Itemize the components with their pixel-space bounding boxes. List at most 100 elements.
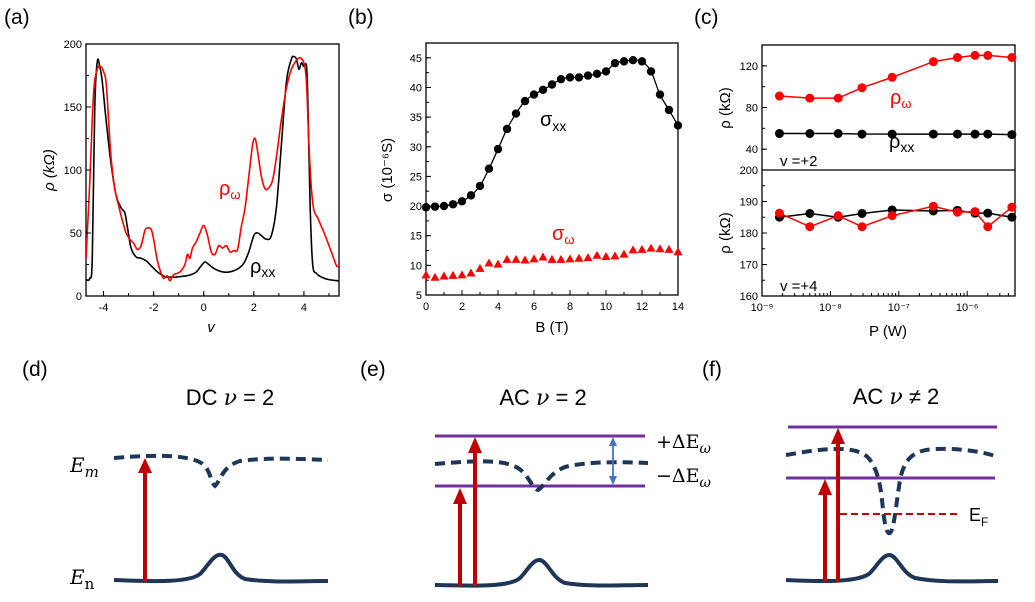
data-point-c-top-rho-xx	[833, 129, 843, 139]
data-point-sigma-xx	[484, 164, 494, 173]
chart-b: 0 2 4 6 8 10 12 14 5 10 15 20 25 30 35 40 45 B (T) σ (10…	[379, 42, 684, 336]
data-point-c-top-rho-omega	[928, 57, 938, 67]
chart-c-x-tick-label: 10⁻⁹	[751, 302, 774, 314]
label-minus-delta-E: −ΔEω	[656, 465, 712, 491]
chart-b-x-tick-label: 10	[600, 301, 612, 313]
annotation-c-rho-omega-sub: ω	[901, 96, 911, 111]
panel-label-b: (b)	[348, 6, 374, 29]
band-upper-dashed-f	[785, 446, 999, 536]
data-point-c-top-rho-xx	[887, 129, 897, 139]
diagram-e-title-prefix: AC	[499, 385, 536, 410]
data-point-sigma-omega	[565, 254, 575, 263]
chart-c-top-y-tick-label: 40	[746, 144, 758, 156]
data-point-c-bottom-rho-omega	[774, 208, 784, 218]
data-point-c-top-rho-omega	[1007, 53, 1017, 62]
data-point-c-top-rho-omega	[983, 50, 993, 60]
data-point-sigma-xx	[601, 67, 611, 76]
data-point-sigma-omega	[538, 252, 548, 261]
annotation-c-rho-xx-main: ρ	[889, 131, 900, 153]
data-point-sigma-xx	[439, 201, 449, 211]
y-axis-label-a: ρ (kΩ)	[41, 149, 58, 192]
double-arrow-down-head	[609, 476, 617, 485]
excitation-arrow-head	[138, 458, 152, 473]
series-line-c-top-rho-xx	[779, 132, 1012, 136]
chart-b-y-tick-label: 30	[410, 142, 422, 154]
chart-c-bottom-y-tick-label: 190	[740, 197, 758, 209]
data-point-c-bottom-rho-xx	[805, 208, 815, 218]
diagram-f-title-var: ν	[889, 385, 902, 410]
data-point-sigma-omega	[421, 270, 431, 279]
annotation-rho-xx-sub: xx	[261, 264, 275, 280]
chart-b-x-tick-label: 12	[636, 301, 648, 313]
data-point-sigma-xx	[466, 191, 476, 200]
excitation-arrow-long-head	[468, 437, 482, 453]
label-E-m-main: E	[69, 453, 85, 477]
data-point-sigma-omega	[529, 254, 539, 263]
annotation-rho-omega-main: ρ	[219, 178, 230, 200]
chart-c-bottom-y-tick-label: 170	[740, 260, 758, 272]
data-point-sigma-omega	[439, 271, 449, 280]
diagram-d-title-suffix: = 2	[237, 385, 274, 410]
chart-a-y-tick-label: 0	[76, 291, 82, 303]
panel-label-d: (d)	[22, 358, 48, 381]
label-fermi-main: E	[969, 505, 981, 525]
chart-b-y-tick-label: 20	[410, 201, 422, 213]
data-point-c-bottom-rho-xx	[857, 208, 867, 218]
data-point-c-top-rho-xx	[983, 129, 993, 139]
diagram-e-title-var: ν	[536, 386, 549, 411]
chart-a-x-tick-label: 0	[201, 302, 207, 314]
chart-a-x-tick-label: 4	[301, 302, 307, 314]
data-point-sigma-xx	[475, 181, 485, 191]
x-axis-label-a: v	[207, 319, 216, 336]
data-point-sigma-omega	[628, 245, 638, 254]
data-point-sigma-omega	[556, 254, 566, 263]
chart-b-x-tick-label: 8	[567, 301, 573, 313]
data-point-c-top-rho-omega	[774, 91, 784, 101]
x-axis-label-b: B (T)	[535, 319, 568, 336]
data-point-sigma-xx	[664, 105, 674, 115]
inset-label-v2: v =+2	[780, 153, 818, 170]
diagram-d-title-prefix: DC	[186, 385, 224, 410]
data-point-sigma-omega	[619, 249, 629, 258]
chart-a-y-tick-label: 100	[64, 165, 82, 177]
data-point-sigma-xx	[547, 80, 557, 89]
data-point-sigma-omega	[592, 250, 602, 259]
data-point-c-bottom-rho-omega	[887, 211, 897, 221]
annotation-c-rho-xx-sub: xx	[900, 139, 914, 155]
chart-c-bottom-y-tick-label: 200	[740, 165, 758, 177]
chart-c-top-y-tick-label: 80	[746, 103, 758, 115]
chart-c: 40 80 120 160 170 180 190 200 10⁻⁹ 10⁻⁸ 10⁻⁷ 10⁻⁶ P…	[717, 44, 1017, 340]
series-line-c-bottom-rho-omega	[779, 205, 1013, 228]
data-point-c-top-rho-xx	[774, 129, 784, 139]
chart-c-x-tick-label: 10⁻⁶	[956, 302, 979, 314]
data-point-sigma-omega	[457, 270, 467, 279]
data-point-c-bottom-rho-xx	[983, 208, 993, 218]
y-axis-label-b: σ (10⁻⁶S)	[379, 138, 396, 202]
annotation-rho-omega-sub: ω	[230, 187, 240, 202]
data-point-sigma-omega	[493, 259, 503, 268]
annotation-sigma-omega-main: σ	[552, 223, 565, 245]
data-point-sigma-omega	[655, 244, 665, 253]
chart-b-x-tick-label: 2	[459, 301, 465, 313]
data-point-sigma-xx	[628, 55, 638, 65]
data-point-c-top-rho-xx	[1007, 130, 1017, 140]
data-point-sigma-omega	[646, 243, 656, 252]
data-point-c-top-rho-omega	[970, 50, 980, 60]
excitation-arrow-long-f-head	[831, 428, 845, 444]
band-upper-dashed	[113, 453, 329, 489]
chart-a-x-tick-label: 2	[251, 302, 257, 314]
double-arrow-up-head	[609, 437, 617, 446]
panel-label-a: (a)	[4, 6, 30, 29]
series-line-rho-omega	[86, 56, 339, 282]
data-point-c-bottom-rho-omega	[805, 222, 815, 232]
data-point-c-bottom-rho-omega	[857, 222, 867, 232]
data-point-c-top-rho-omega	[805, 93, 815, 103]
label-E-m-sub: m	[85, 463, 99, 481]
label-E-m: Em	[69, 453, 99, 481]
chart-b-y-tick-label: 10	[410, 260, 422, 272]
data-point-sigma-xx	[610, 58, 620, 68]
y-axis-label-a-text: ρ (kΩ)	[41, 149, 58, 192]
chart-b-y-tick-label: 40	[410, 82, 422, 94]
y-axis-label-c-top: ρ (kΩ)	[717, 87, 734, 128]
